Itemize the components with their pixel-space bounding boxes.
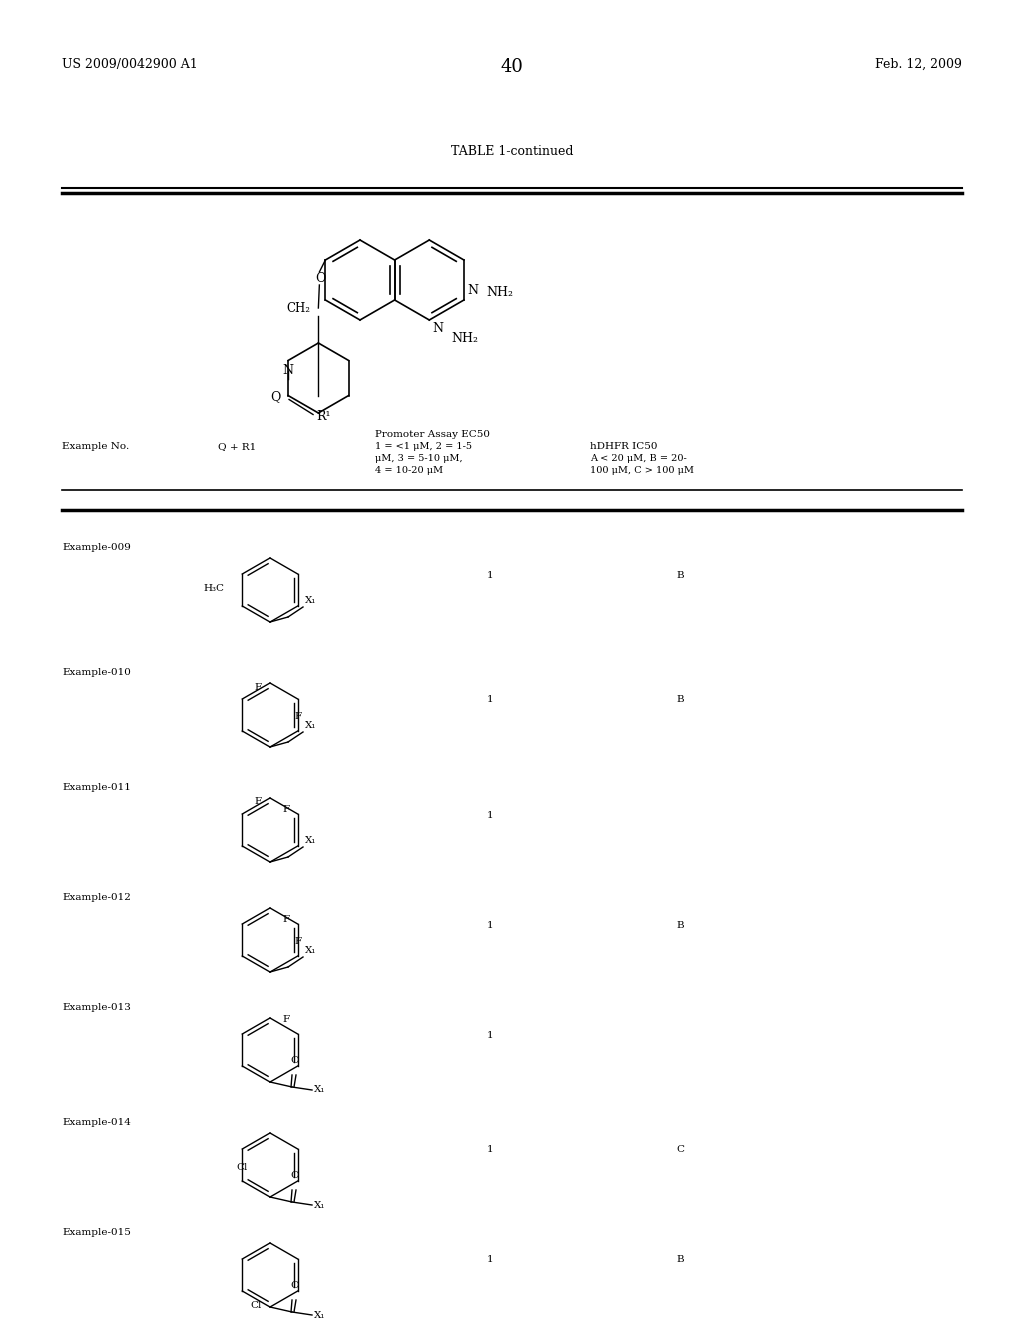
Text: Example-012: Example-012 <box>62 894 131 902</box>
Text: 1: 1 <box>486 696 494 705</box>
Text: CH₂: CH₂ <box>287 301 310 314</box>
Text: Q: Q <box>270 389 281 403</box>
Text: hDHFR IC50: hDHFR IC50 <box>590 442 657 451</box>
Text: O: O <box>291 1171 299 1180</box>
Text: TABLE 1-continued: TABLE 1-continued <box>451 145 573 158</box>
Text: Example-010: Example-010 <box>62 668 131 677</box>
Text: Feb. 12, 2009: Feb. 12, 2009 <box>876 58 962 71</box>
Text: F: F <box>255 797 262 807</box>
Text: F: F <box>283 1015 290 1024</box>
Text: Cl: Cl <box>250 1302 262 1309</box>
Text: R¹: R¹ <box>316 411 331 422</box>
Text: N: N <box>283 364 294 378</box>
Text: Example-011: Example-011 <box>62 783 131 792</box>
Text: 40: 40 <box>501 58 523 77</box>
Text: B: B <box>676 920 684 929</box>
Text: X₁: X₁ <box>314 1311 326 1320</box>
Text: 1: 1 <box>486 920 494 929</box>
Text: F: F <box>283 916 290 924</box>
Text: 1: 1 <box>486 1146 494 1155</box>
Text: B: B <box>676 696 684 705</box>
Text: Example-015: Example-015 <box>62 1228 131 1237</box>
Text: X₁: X₁ <box>305 721 316 730</box>
Text: F: F <box>255 682 262 692</box>
Text: O: O <box>291 1280 299 1290</box>
Text: F: F <box>294 711 301 721</box>
Text: C: C <box>676 1146 684 1155</box>
Text: X₁: X₁ <box>314 1200 326 1209</box>
Text: O: O <box>291 1056 299 1065</box>
Text: Example No.: Example No. <box>62 442 129 451</box>
Text: 1 = <1 μM, 2 = 1-5: 1 = <1 μM, 2 = 1-5 <box>375 442 472 451</box>
Text: H₃C: H₃C <box>204 583 224 593</box>
Text: F: F <box>283 805 290 814</box>
Text: 1: 1 <box>486 570 494 579</box>
Text: 100 μM, C > 100 μM: 100 μM, C > 100 μM <box>590 466 694 475</box>
Text: 1: 1 <box>486 1255 494 1265</box>
Text: Q + R1: Q + R1 <box>218 442 256 451</box>
Text: N: N <box>467 284 478 297</box>
Text: X₁: X₁ <box>305 946 316 954</box>
Text: 1: 1 <box>486 1031 494 1040</box>
Text: Promoter Assay EC50: Promoter Assay EC50 <box>375 430 490 440</box>
Text: F: F <box>294 937 301 946</box>
Text: US 2009/0042900 A1: US 2009/0042900 A1 <box>62 58 198 71</box>
Text: A < 20 μM, B = 20-: A < 20 μM, B = 20- <box>590 454 687 463</box>
Text: X₁: X₁ <box>314 1085 326 1094</box>
Text: X₁: X₁ <box>305 836 316 845</box>
Text: μM, 3 = 5-10 μM,: μM, 3 = 5-10 μM, <box>375 454 463 463</box>
Text: 1: 1 <box>486 810 494 820</box>
Text: Cl: Cl <box>237 1163 248 1172</box>
Text: Example-009: Example-009 <box>62 543 131 552</box>
Text: O: O <box>315 272 326 285</box>
Text: B: B <box>676 1255 684 1265</box>
Text: X₁: X₁ <box>305 597 316 605</box>
Text: B: B <box>676 570 684 579</box>
Text: 4 = 10-20 μM: 4 = 10-20 μM <box>375 466 443 475</box>
Text: NH₂: NH₂ <box>452 331 478 345</box>
Text: Example-013: Example-013 <box>62 1003 131 1012</box>
Text: NH₂: NH₂ <box>486 285 513 298</box>
Text: Example-014: Example-014 <box>62 1118 131 1127</box>
Text: N: N <box>432 322 443 335</box>
